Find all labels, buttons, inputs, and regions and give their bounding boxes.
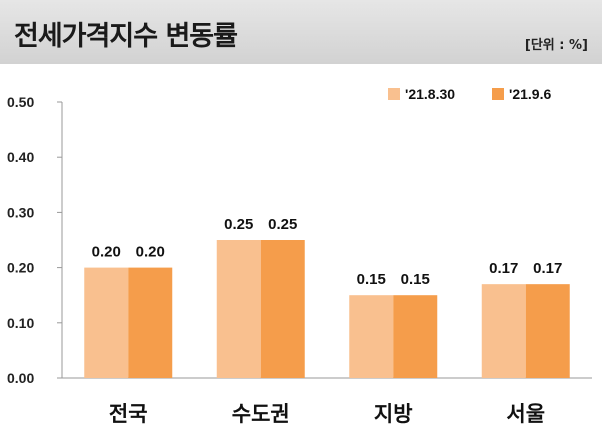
title-bar: 전세가격지수 변동률 [단위 : %] [0,0,602,64]
bar-1 [349,295,394,378]
data-label: 0.25 [268,216,297,233]
data-label: 0.15 [401,271,430,288]
category-label: 지방 [374,402,413,426]
y-tick-label: 0.10 [7,315,34,331]
unit-label: [단위 : %] [524,38,588,53]
bar-2 [525,284,570,378]
y-tick-label: 0.00 [7,370,34,386]
bar-2 [128,267,173,378]
category-label: 전국 [109,402,148,426]
data-label: 0.15 [357,271,386,288]
y-tick-label: 0.50 [7,94,34,110]
bar-1 [481,284,526,378]
category-label: 수도권 [232,402,290,426]
data-label: 0.20 [92,244,121,261]
bar-1 [84,267,129,378]
y-tick-label: 0.30 [7,204,34,220]
legend-label-2: '21.9.6 [509,86,551,102]
data-label: 0.17 [489,260,518,277]
chart-title: 전세가격지수 변동률 [14,21,238,52]
legend-swatch-1 [388,88,400,100]
y-tick-label: 0.40 [7,149,34,165]
data-label: 0.25 [224,216,253,233]
y-tick-label: 0.20 [7,260,34,276]
bar-chart: 0.00 0.10 0.20 0.30 0.40 0.50 0.20 0.20 전국 0.25 0.… [7,86,592,426]
data-label: 0.17 [533,260,562,277]
category-label: 서울 [506,402,545,426]
legend-label-1: '21.8.30 [405,86,455,102]
bar-2 [393,295,438,378]
data-label: 0.20 [136,244,165,261]
bar-2 [260,240,305,378]
bar-1 [216,240,261,378]
legend-swatch-2 [492,88,504,100]
